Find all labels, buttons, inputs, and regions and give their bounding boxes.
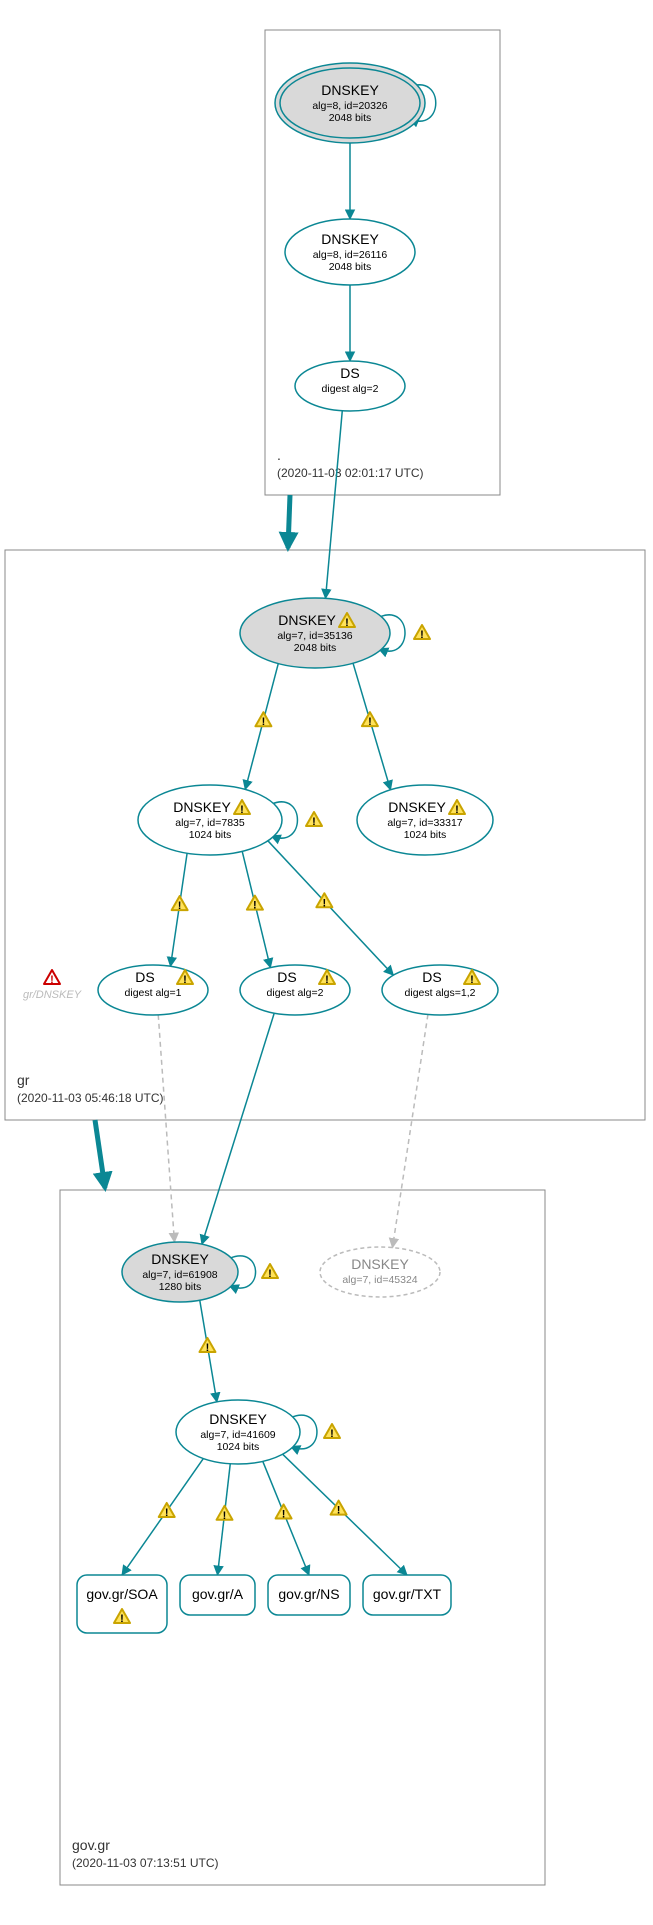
svg-text:gr/DNSKEY: gr/DNSKEY <box>23 989 82 1001</box>
node-root_ds: DS digest alg=2 <box>295 361 405 411</box>
svg-text:!: ! <box>183 974 187 986</box>
node-root_zsk: DNSKEY alg=8, id=261162048 bits <box>285 219 415 285</box>
svg-text:gov.gr: gov.gr <box>72 1837 110 1853</box>
svg-text:2048 bits: 2048 bits <box>329 261 372 273</box>
node-gr_zsk1: DNSKEY!alg=7, id=78351024 bits <box>138 785 282 855</box>
svg-text:(2020-11-03 05:46:18 UTC): (2020-11-03 05:46:18 UTC) <box>17 1091 164 1105</box>
warning-icon: ! <box>362 712 378 728</box>
svg-text:gov.gr/SOA: gov.gr/SOA <box>86 1586 158 1602</box>
svg-text:!: ! <box>253 900 257 912</box>
svg-text:DS: DS <box>135 969 154 985</box>
node-rr_soa: gov.gr/SOA! <box>77 1575 167 1633</box>
svg-text:digest alg=1: digest alg=1 <box>125 987 182 999</box>
node-gr_ds3: DS!digest algs=1,2 <box>382 965 498 1015</box>
svg-text:alg=8, id=20326: alg=8, id=20326 <box>312 100 387 112</box>
svg-text:digest alg=2: digest alg=2 <box>267 987 324 999</box>
svg-text:!: ! <box>165 1507 169 1519</box>
svg-text:DNSKEY: DNSKEY <box>388 799 446 815</box>
svg-text:gov.gr/NS: gov.gr/NS <box>278 1586 339 1602</box>
svg-text:!: ! <box>420 629 424 641</box>
node-root_ksk: DNSKEY alg=8, id=203262048 bits <box>275 63 425 143</box>
warning-icon: ! <box>172 896 188 912</box>
svg-text:.: . <box>277 447 281 463</box>
svg-text:DS: DS <box>422 969 441 985</box>
svg-text:!: ! <box>50 974 54 986</box>
svg-text:!: ! <box>120 1613 124 1625</box>
warning-icon: ! <box>276 1504 292 1520</box>
svg-text:!: ! <box>470 974 474 986</box>
svg-text:!: ! <box>337 1505 341 1517</box>
node-gr_ksk: DNSKEY!alg=7, id=351362048 bits <box>240 598 390 668</box>
svg-text:alg=7, id=7835: alg=7, id=7835 <box>175 817 245 829</box>
svg-text:alg=7, id=35136: alg=7, id=35136 <box>277 630 352 642</box>
svg-text:!: ! <box>223 1510 227 1522</box>
svg-text:DNSKEY: DNSKEY <box>321 82 379 98</box>
svg-text:DNSKEY: DNSKEY <box>209 1411 267 1427</box>
svg-text:DNSKEY: DNSKEY <box>351 1256 409 1272</box>
svg-text:digest alg=2: digest alg=2 <box>322 383 379 395</box>
svg-text:!: ! <box>345 617 349 629</box>
svg-text:!: ! <box>312 816 316 828</box>
svg-text:!: ! <box>282 1508 286 1520</box>
svg-text:(2020-11-03 07:13:51 UTC): (2020-11-03 07:13:51 UTC) <box>72 1856 219 1870</box>
svg-text:gov.gr/A: gov.gr/A <box>192 1586 244 1602</box>
svg-text:gov.gr/TXT: gov.gr/TXT <box>373 1586 442 1602</box>
svg-text:2048 bits: 2048 bits <box>294 642 337 654</box>
svg-text:digest algs=1,2: digest algs=1,2 <box>405 987 476 999</box>
svg-text:DS: DS <box>277 969 296 985</box>
svg-text:DNSKEY: DNSKEY <box>278 612 336 628</box>
node-gov_ghost: DNSKEY alg=7, id=45324 <box>320 1247 440 1297</box>
svg-text:alg=8, id=26116: alg=8, id=26116 <box>313 249 388 261</box>
node-gr_ds1: DS!digest alg=1 <box>98 965 208 1015</box>
svg-text:DNSKEY: DNSKEY <box>321 231 379 247</box>
zone-box-govgr <box>60 1190 545 1885</box>
node-gr_ds2: DS!digest alg=2 <box>240 965 350 1015</box>
warning-icon: ! <box>247 896 263 912</box>
node-gr_zsk2: DNSKEY!alg=7, id=333171024 bits <box>357 785 493 855</box>
svg-text:gr: gr <box>17 1072 30 1088</box>
node-gov_zsk: DNSKEY alg=7, id=416091024 bits <box>176 1400 300 1464</box>
svg-text:alg=7, id=45324: alg=7, id=45324 <box>342 1274 417 1286</box>
svg-text:alg=7, id=41609: alg=7, id=41609 <box>200 1429 275 1441</box>
svg-text:DNSKEY: DNSKEY <box>151 1251 209 1267</box>
svg-text:!: ! <box>330 1428 334 1440</box>
node-rr_txt: gov.gr/TXT <box>363 1575 451 1615</box>
svg-text:!: ! <box>368 716 372 728</box>
svg-text:(2020-11-03 02:01:17 UTC): (2020-11-03 02:01:17 UTC) <box>277 466 424 480</box>
svg-text:DS: DS <box>340 365 359 381</box>
svg-text:!: ! <box>325 974 329 986</box>
warning-icon: ! <box>414 625 430 641</box>
node-rr_ns: gov.gr/NS <box>268 1575 350 1615</box>
node-gov_ksk: DNSKEY alg=7, id=619081280 bits <box>122 1242 238 1302</box>
warning-icon: ! <box>306 812 322 828</box>
svg-text:1280 bits: 1280 bits <box>159 1281 202 1293</box>
warning-icon: ! <box>199 1338 215 1354</box>
dnssec-diagram: . (2020-11-03 02:01:17 UTC) gr (2020-11-03 … <box>0 0 653 1925</box>
warning-icon: ! <box>255 712 271 728</box>
svg-text:!: ! <box>262 716 266 728</box>
svg-text:alg=7, id=33317: alg=7, id=33317 <box>387 817 462 829</box>
svg-text:!: ! <box>178 900 182 912</box>
warning-icon: ! <box>262 1264 278 1280</box>
node-rr_a: gov.gr/A <box>180 1575 255 1615</box>
svg-text:1024 bits: 1024 bits <box>189 829 232 841</box>
svg-text:alg=7, id=61908: alg=7, id=61908 <box>142 1269 217 1281</box>
svg-text:!: ! <box>323 897 327 909</box>
svg-text:DNSKEY: DNSKEY <box>173 799 231 815</box>
error-icon: ! <box>44 970 60 986</box>
warning-icon: ! <box>159 1503 175 1519</box>
svg-text:1024 bits: 1024 bits <box>217 1441 260 1453</box>
warning-icon: ! <box>217 1506 233 1522</box>
svg-text:!: ! <box>455 804 459 816</box>
svg-text:1024 bits: 1024 bits <box>404 829 447 841</box>
svg-text:2048 bits: 2048 bits <box>329 112 372 124</box>
svg-text:!: ! <box>240 804 244 816</box>
warning-icon: ! <box>324 1424 340 1440</box>
svg-text:!: ! <box>268 1268 272 1280</box>
svg-text:!: ! <box>206 1342 210 1354</box>
